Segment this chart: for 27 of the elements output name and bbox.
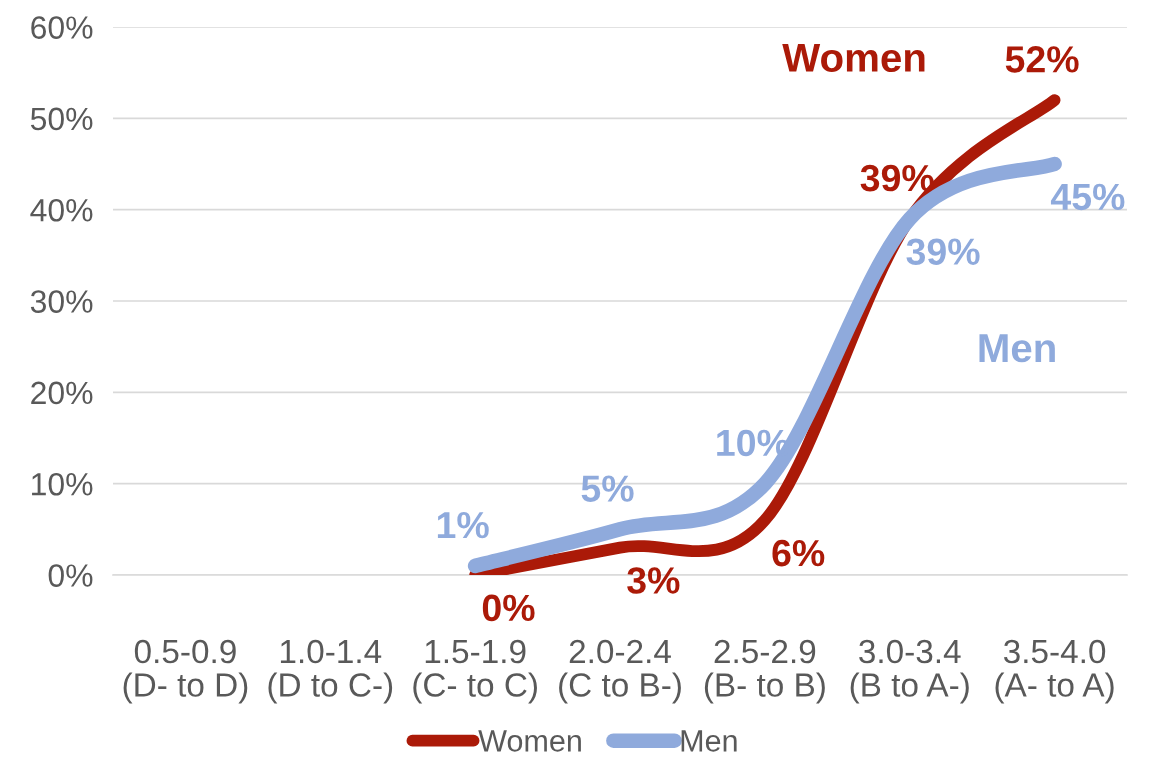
y-tick-label: 30% — [30, 290, 93, 313]
data-label: 45% — [1050, 183, 1125, 211]
y-tick-label: 0% — [48, 564, 93, 587]
data-label: 5% — [581, 475, 634, 502]
x-tick-label: 0.5-0.9 (D- to D) — [123, 639, 248, 704]
legend-label: Men — [681, 730, 737, 752]
x-tick-label: 1.5-1.9 (C- to C) — [413, 639, 537, 704]
data-label: 0% — [482, 594, 535, 622]
text: Men — [979, 334, 1055, 363]
data-label: 39% — [860, 164, 934, 192]
x-tick-label: 3.5-4.0 (A- to A) — [995, 639, 1114, 704]
data-label: 39% — [906, 238, 980, 266]
y-tick-label: 50% — [30, 107, 93, 131]
data-label: 3% — [627, 567, 680, 594]
data-label: 1% — [437, 511, 489, 539]
x-tick-label: 2.0-2.4 (C to B-) — [559, 639, 681, 704]
data-label: 6% — [772, 539, 825, 567]
x-tick-label: 1.0-1.4 (D to C-) — [268, 639, 393, 704]
x-tick-label: 2.5-2.9 (B- to B) — [704, 639, 825, 704]
legend-label: Women — [478, 730, 581, 752]
y-tick-label: 20% — [31, 381, 93, 405]
y-tick-label: 60% — [31, 16, 93, 39]
y-tick-label: 40% — [30, 198, 93, 222]
y-tick-label: 10% — [32, 472, 93, 496]
data-label: 52% — [1005, 46, 1079, 73]
text: Women — [782, 43, 925, 72]
x-tick-label: 3.0-3.4 (B to A-) — [850, 639, 969, 704]
